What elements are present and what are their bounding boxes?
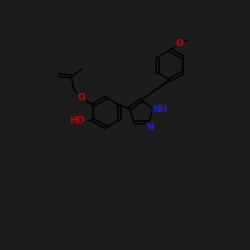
Text: NH: NH bbox=[152, 106, 168, 114]
Text: O: O bbox=[176, 38, 184, 48]
Text: HO: HO bbox=[69, 116, 84, 125]
Text: O: O bbox=[78, 94, 86, 102]
Text: N: N bbox=[146, 122, 154, 132]
